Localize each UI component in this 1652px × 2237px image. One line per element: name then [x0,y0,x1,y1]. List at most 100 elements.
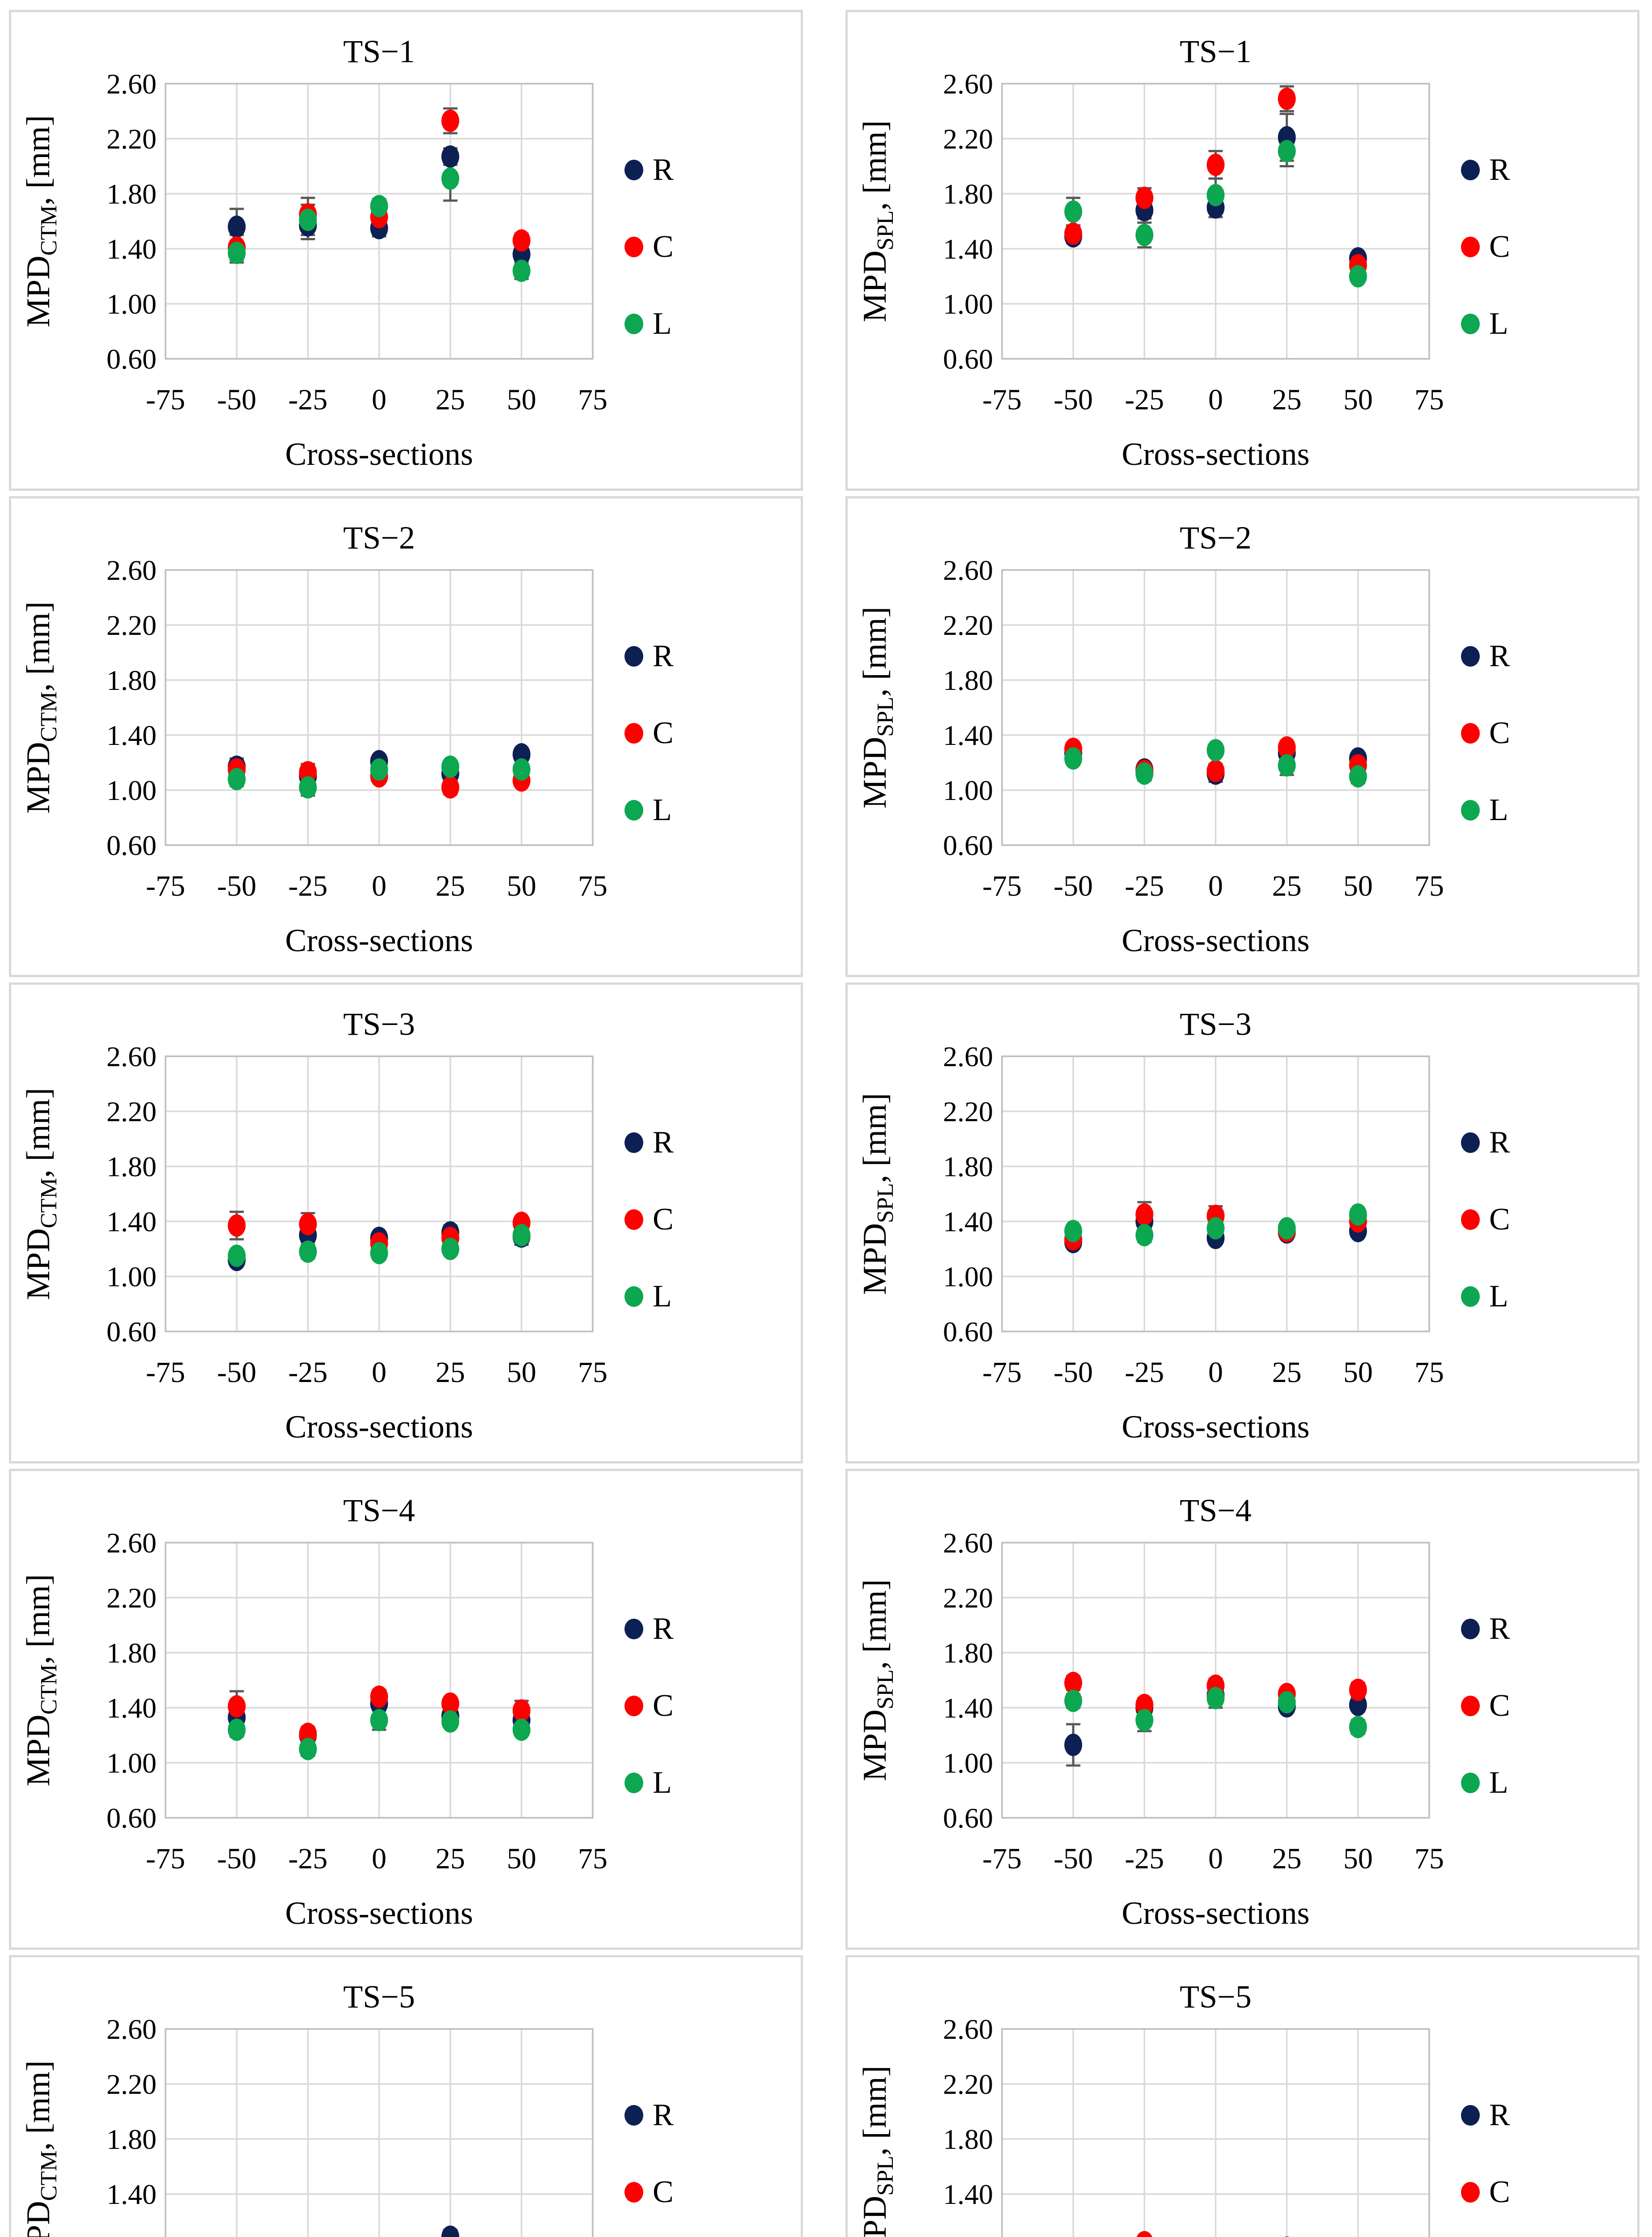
y-tick-label: 2.20 [106,1582,157,1614]
data-point-L [512,1224,531,1246]
x-tick-label: -75 [146,1842,185,1875]
y-tick-label: 1.40 [943,719,993,751]
legend-label-C: C [653,1202,674,1237]
y-tick-label: 1.00 [943,288,993,320]
chart-panel-a-ts3: TS−3 2.60 2.20 1.80 1.40 1.00 0.60 -75 -50 -25 0 25… [9,982,803,1463]
x-tick-label: -75 [982,1842,1022,1875]
x-tick-label: -75 [146,383,185,416]
legend-label-C: C [1489,716,1510,750]
data-point-L [299,1738,317,1761]
data-point-L [1349,1716,1367,1739]
x-tick-label: -25 [288,870,327,902]
chart-panel-a-ts5: TS−52.602.201.801.401.000.60-75-50-25025… [9,1955,803,2237]
x-tick-label: 0 [1208,1842,1223,1875]
legend-label-C: C [653,1688,674,1723]
y-tick-label: 2.20 [943,123,993,155]
legend-marker-L [624,314,643,334]
legend-marker-R [1461,2105,1480,2126]
y-tick-label: 2.60 [943,1527,993,1559]
data-point-L [228,768,246,791]
legend-label-L: L [1489,1765,1508,1800]
x-tick-label: -75 [982,1356,1022,1389]
legend-marker-C [624,237,643,257]
data-point-L [299,1240,317,1263]
y-tick-label: 1.80 [943,178,993,210]
legend-marker-C [1461,1696,1480,1716]
axis-label-x: Cross-sections [285,923,473,958]
y-tick-label: 2.20 [943,2068,993,2100]
x-tick-label: -25 [1125,383,1164,416]
data-point-R [441,2225,459,2237]
chart-svg-b-ts2: TS−2 2.60 2.20 1.80 1.40 1.00 0.60 -75 -50 -25 0 25… [857,520,1510,958]
data-point-L [441,755,459,778]
legend-label-C: C [1489,1688,1510,1723]
y-tick-label: 1.00 [106,1261,157,1293]
y-tick-label: 0.60 [943,829,993,861]
legend-marker-L [1461,1286,1480,1307]
y-tick-label: 2.60 [943,1041,993,1072]
data-point-C [512,229,531,252]
y-tick-label: 0.60 [106,1316,157,1348]
y-tick-label: 0.60 [943,1802,993,1834]
x-tick-label: 25 [1272,383,1302,416]
data-point-L [1064,747,1083,770]
y-tick-label: 1.80 [943,664,993,696]
y-tick-label: 1.40 [106,719,157,751]
y-tick-label: 0.60 [106,829,157,861]
data-point-L [228,1244,246,1267]
chart-panel-b-ts3: TS−3 2.60 2.20 1.80 1.40 1.00 0.60 -75 -50 -25 0 25… [845,982,1639,1463]
axis-label-x: Cross-sections [285,436,473,472]
data-point-L [1135,224,1154,247]
y-tick-label: 2.60 [106,2013,157,2045]
y-tick-label: 2.20 [106,123,157,155]
y-tick-label: 0.60 [943,343,993,375]
chart-svg-a-ts5: TS−52.602.201.801.401.000.60-75-50-25025… [20,1979,674,2237]
x-tick-label: 50 [507,1842,536,1875]
x-tick-label: -50 [1053,383,1093,416]
legend-label-R: R [653,1125,674,1160]
legend-label-C: C [1489,2175,1510,2209]
x-tick-label: 75 [1414,1842,1444,1875]
data-point-L [441,1238,459,1260]
legend-label-L: L [1489,306,1508,341]
data-point-L [299,208,317,231]
y-tick-label: 1.40 [106,2178,157,2210]
chart-panel-b-ts2: TS−2 2.60 2.20 1.80 1.40 1.00 0.60 -75 -50 -25 0 25… [845,496,1639,977]
legend-label-L: L [653,1279,672,1314]
data-point-R [1064,1734,1083,1756]
y-tick-label: 1.80 [106,2123,157,2155]
y-tick-label: 2.60 [106,68,157,100]
data-point-C [228,1695,246,1718]
legend-label-R: R [653,2098,674,2132]
data-point-C [1064,222,1083,245]
y-tick-label: 2.20 [943,609,993,641]
legend-label-L: L [653,793,672,827]
chart-title: TS−4 [1180,1493,1252,1528]
data-point-L [1135,762,1154,785]
y-tick-label: 2.20 [106,609,157,641]
legend-marker-C [1461,723,1480,744]
x-tick-label: 25 [1272,1842,1302,1875]
axis-label-y: MPDSPL, [mm] [857,120,898,322]
chart-svg-b-ts5: TS−52.602.201.801.401.000.60-75-50-25025… [857,1979,1510,2237]
x-tick-label: -50 [217,870,256,902]
data-point-L [512,259,531,282]
legend-marker-C [624,1696,643,1716]
x-tick-label: -25 [288,1356,327,1389]
legend-marker-R [1461,160,1480,180]
x-tick-label: 25 [436,870,465,902]
axis-label-y: MPDCTM, [mm] [20,115,62,327]
y-tick-label: 1.80 [106,178,157,210]
axis-label-y: MPDSPL, [mm] [857,1579,898,1781]
data-point-L [228,1718,246,1741]
y-tick-label: 1.00 [943,2233,993,2237]
legend-marker-C [1461,2182,1480,2203]
data-point-L [1349,765,1367,788]
chart-svg-b-ts4: TS−4 2.60 2.20 1.80 1.40 1.00 0.60 -75 -50 -25 0 25… [857,1493,1510,1931]
x-tick-label: -50 [1053,870,1093,902]
axis-label-x: Cross-sections [1122,436,1310,472]
chart-svg-a-ts3: TS−3 2.60 2.20 1.80 1.40 1.00 0.60 -75 -50 -25 0 25… [20,1006,674,1445]
legend-label-R: R [653,153,674,187]
y-tick-label: 2.60 [943,2013,993,2045]
